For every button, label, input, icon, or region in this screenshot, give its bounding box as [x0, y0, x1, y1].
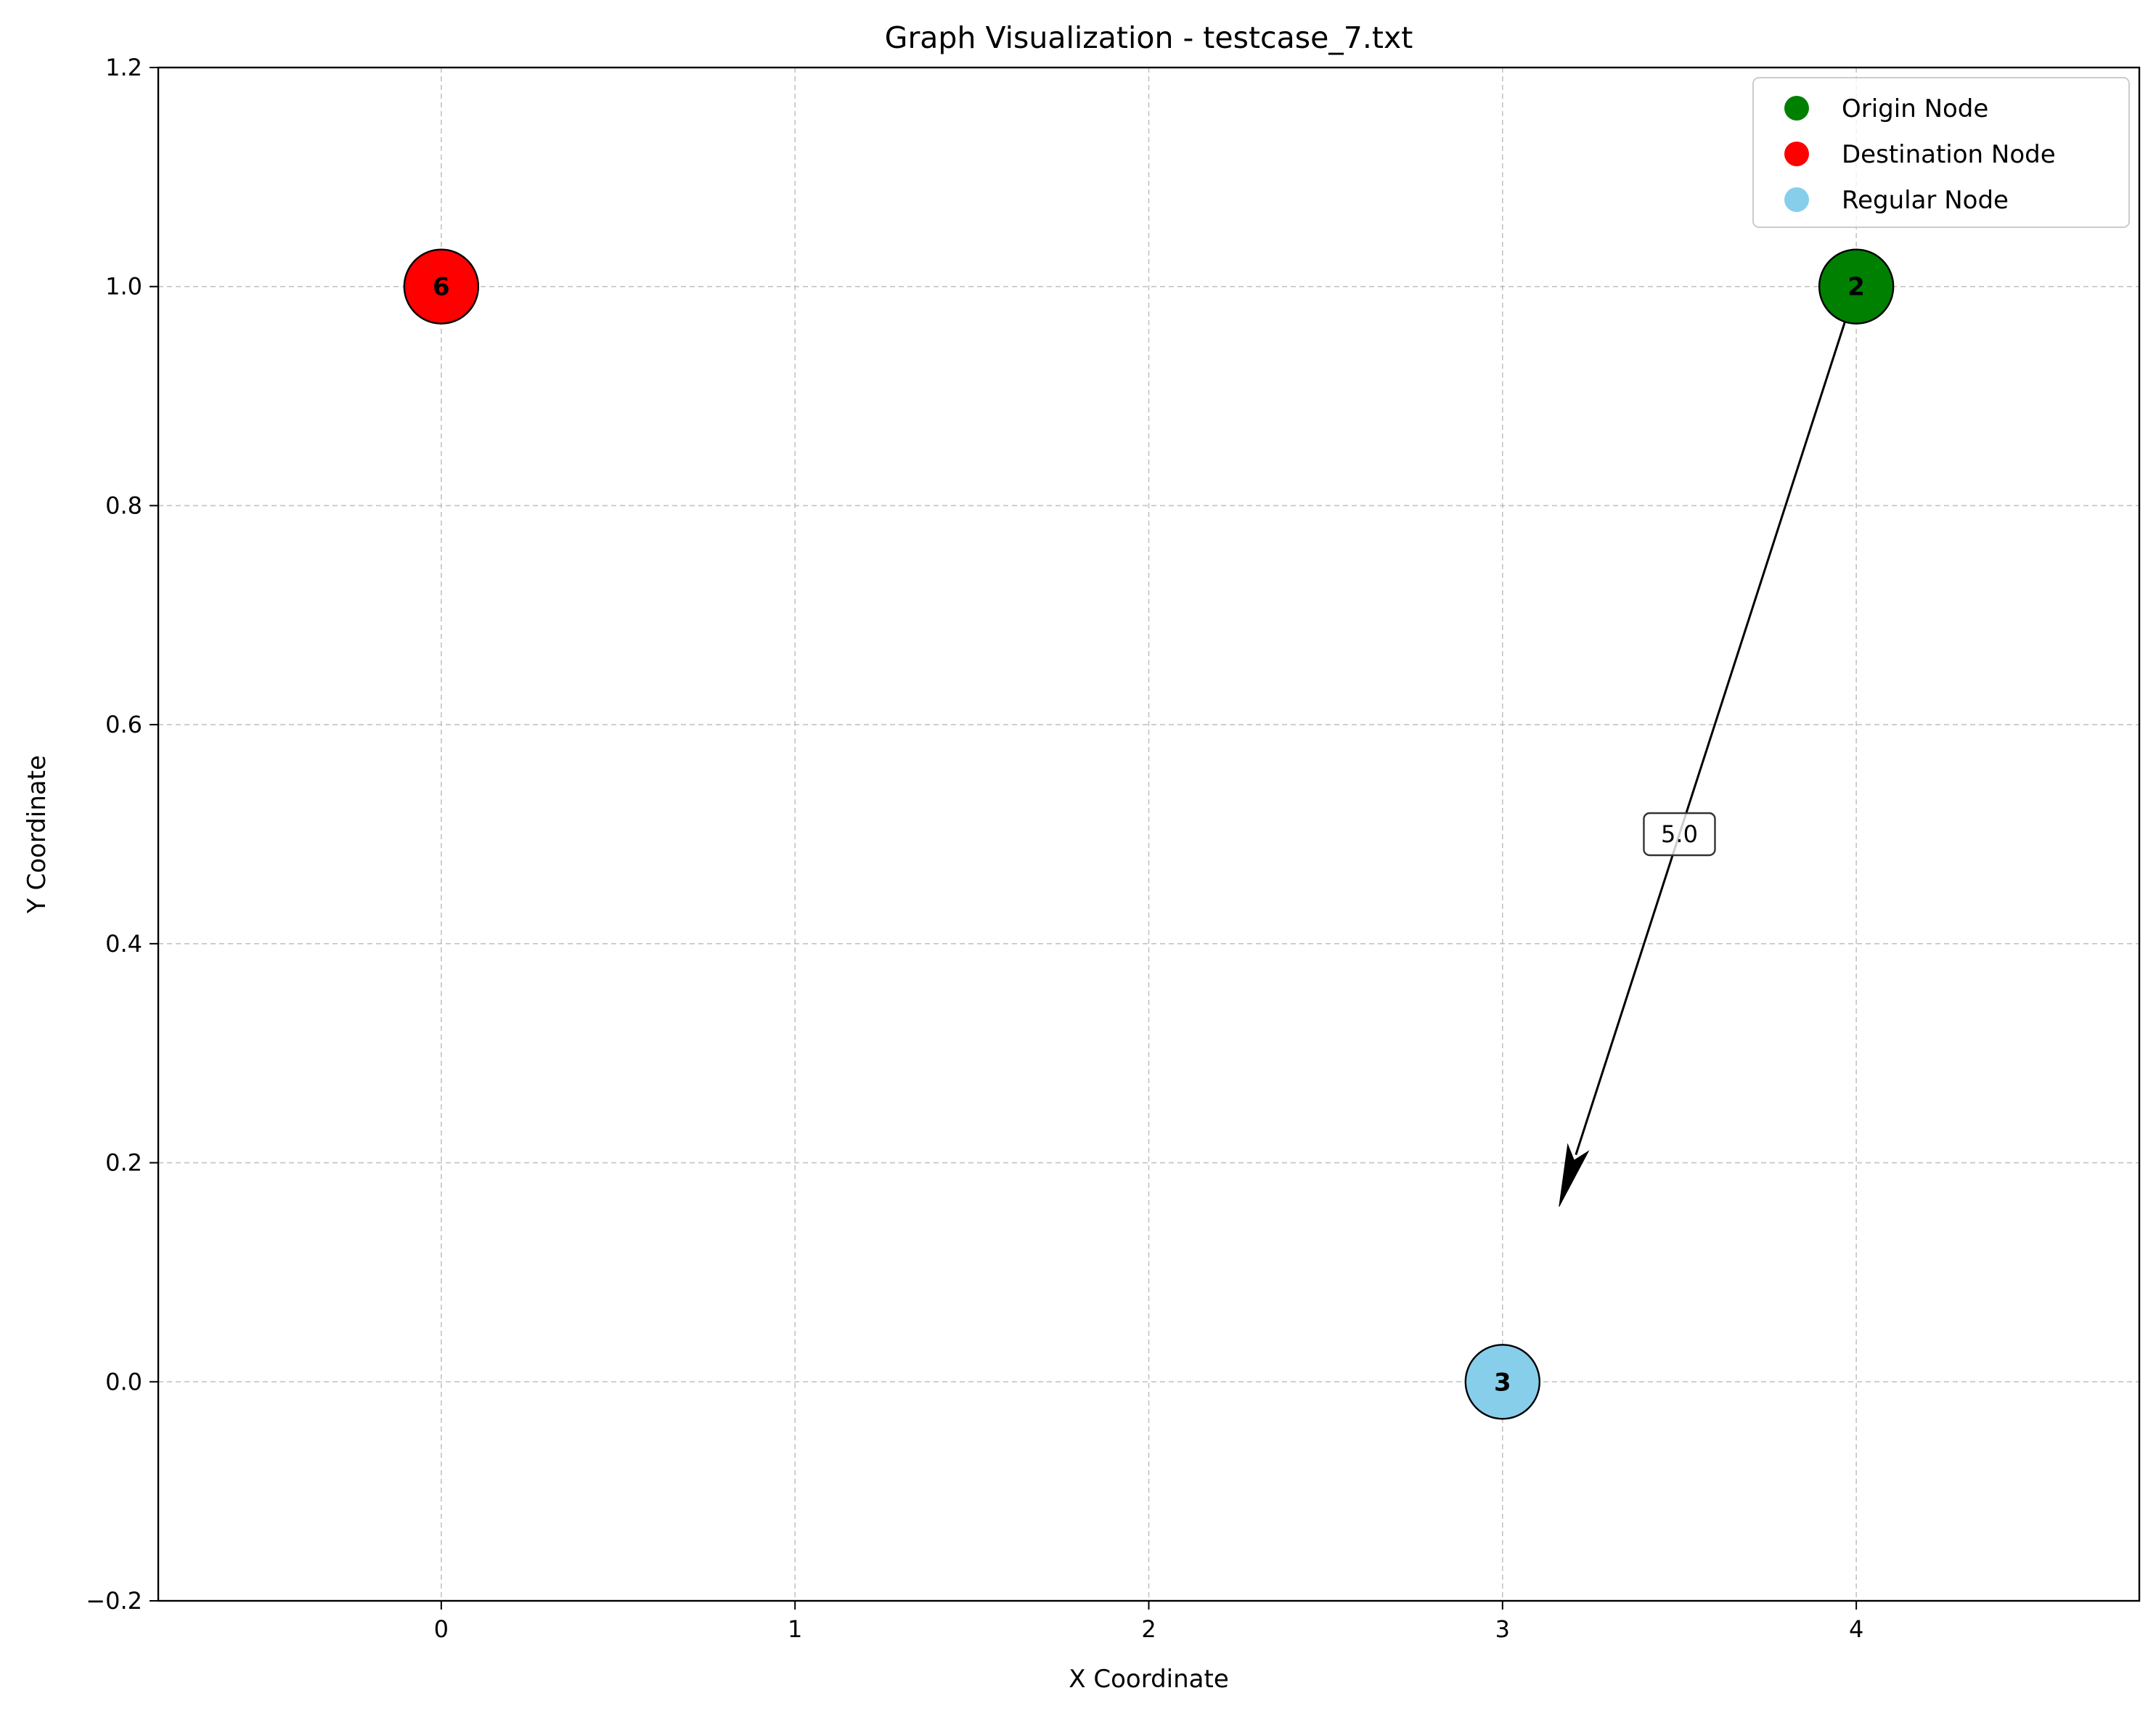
y-tick-label: 0.6: [105, 711, 142, 738]
legend-marker: [1784, 142, 1809, 166]
legend-marker: [1784, 96, 1809, 121]
x-axis-label: X Coordinate: [1069, 1665, 1229, 1694]
edge-label: 5.0: [1661, 820, 1698, 848]
x-tick-label: 4: [1849, 1615, 1863, 1643]
node-6-label: 6: [433, 273, 450, 302]
y-tick-label: 0.2: [105, 1149, 142, 1177]
y-axis-label: Y Coordinate: [23, 755, 52, 914]
legend-marker: [1784, 187, 1809, 212]
y-tick-label: 0.4: [105, 930, 142, 958]
node-2-label: 2: [1847, 273, 1865, 302]
x-tick-label: 2: [1141, 1615, 1156, 1643]
y-tick-label: 1.0: [105, 273, 142, 301]
y-tick-label: −0.2: [86, 1587, 142, 1615]
node-6-marker: [403, 248, 480, 325]
legend-entry-label: Regular Node: [1842, 186, 2009, 215]
node-3-label: 3: [1494, 1368, 1511, 1397]
edge-layer: 5.0: [1559, 321, 1846, 1207]
node-layer: 6 2 3: [403, 248, 1895, 1420]
edge-label-box: [1643, 812, 1716, 857]
legend-box: [1752, 77, 2130, 228]
chart-title: Graph Visualization - testcase_7.txt: [885, 20, 1413, 55]
tick-layer: 0 1 2 3 4 −0.2 0.0 0.2 0.4 0.6 0.8 1.0 1.2: [86, 54, 1863, 1643]
x-tick-label: 1: [788, 1615, 802, 1643]
node-2-marker: [1818, 248, 1895, 325]
node-3-marker: [1464, 1344, 1541, 1420]
edge-line: [1575, 321, 1846, 1156]
legend-entry-label: Destination Node: [1842, 140, 2056, 169]
x-tick-label: 3: [1495, 1615, 1510, 1643]
edge-arrowhead: [1559, 1143, 1590, 1207]
x-tick-label: 0: [434, 1615, 449, 1643]
y-tick-label: 1.2: [105, 54, 142, 81]
y-tick-label: 0.0: [105, 1368, 142, 1395]
legend: Origin Node Destination Node Regular Node: [1752, 77, 2130, 228]
legend-entry-label: Origin Node: [1842, 94, 1988, 123]
y-tick-label: 0.8: [105, 492, 142, 519]
